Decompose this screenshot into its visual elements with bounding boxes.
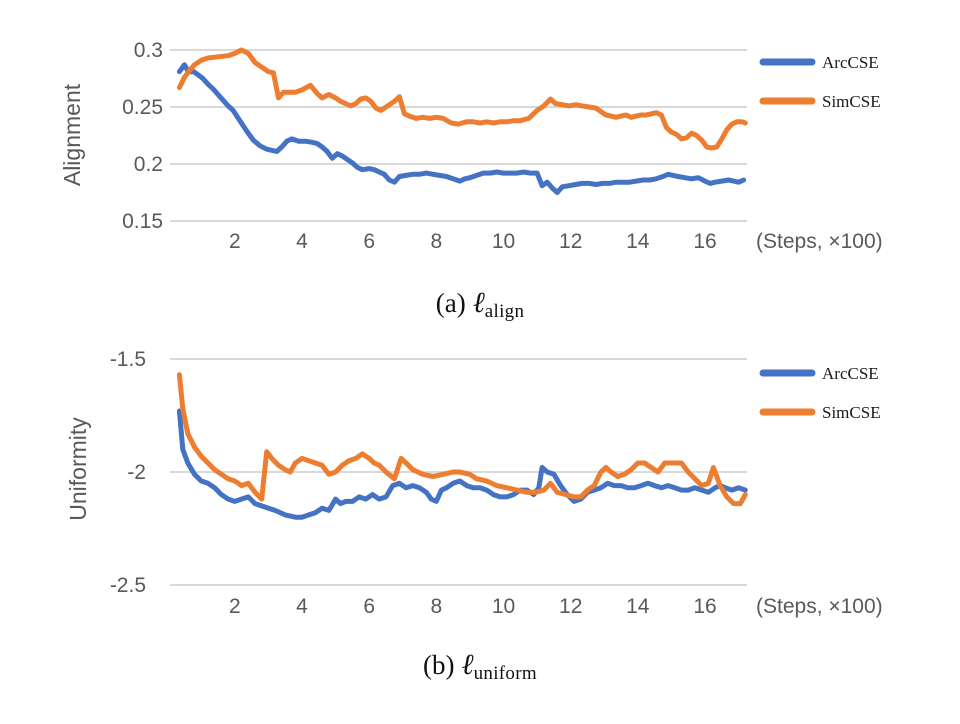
x-axis-title: (Steps, ×100)	[756, 595, 883, 618]
x-tick-label: 14	[626, 595, 650, 618]
x-tick-label: 8	[430, 595, 442, 618]
x-tick-label: 4	[296, 230, 308, 253]
legend-label-arccse: ArcCSE	[822, 53, 879, 72]
y-axis-title: Alignment	[59, 83, 85, 186]
legend-label-simcse: SimCSE	[822, 92, 881, 111]
y-tick-label: 0.2	[134, 153, 163, 176]
y-tick-label: 0.3	[134, 39, 163, 62]
caption-a-index: (a)	[435, 288, 466, 318]
x-tick-label: 14	[626, 230, 650, 253]
x-axis-title: (Steps, ×100)	[756, 230, 883, 253]
series-line-arccse	[176, 62, 747, 195]
y-tick-label: 0.25	[122, 96, 163, 119]
legend-label-simcse: SimCSE	[822, 403, 881, 422]
x-tick-label: 8	[430, 230, 442, 253]
x-tick-label: 6	[363, 595, 375, 618]
x-tick-label: 12	[559, 230, 582, 253]
x-tick-label: 4	[296, 595, 308, 618]
x-tick-label: 2	[229, 230, 241, 253]
legend-label-arccse: ArcCSE	[822, 364, 879, 383]
caption-a: (a) ℓalign	[0, 287, 960, 322]
x-tick-label: 10	[492, 230, 515, 253]
series-line-simcse	[176, 47, 748, 151]
x-tick-label: 16	[693, 595, 716, 618]
y-tick-label: 0.15	[122, 210, 163, 233]
x-tick-label: 10	[492, 595, 515, 618]
caption-b-symbol: ℓ	[461, 649, 474, 681]
caption-a-subscript: align	[484, 301, 525, 322]
x-tick-label: 16	[693, 230, 716, 253]
x-tick-label: 2	[229, 595, 241, 618]
caption-b-index: (b)	[423, 650, 455, 680]
caption-b: (b) ℓuniform	[0, 649, 960, 684]
y-tick-label: -2	[127, 461, 146, 484]
series-line-simcse	[176, 372, 748, 507]
series-line-arccse	[176, 408, 748, 520]
x-tick-label: 12	[559, 595, 582, 618]
y-axis-title: Uniformity	[65, 417, 91, 521]
y-tick-label: -1.5	[110, 348, 146, 371]
caption-b-subscript: uniform	[473, 663, 537, 684]
caption-a-loss-symbol: ℓ	[472, 287, 485, 319]
panel-align: 0.3 0.25 0.2 0.15 2 4 6 8 10 12 14 16 (Steps, ×100) A…	[59, 39, 883, 253]
y-tick-label: -2.5	[110, 574, 146, 597]
panel-uniform: -1.5 -2 -2.5 2 4 6 8 10 12 14 16 (Steps, ×100) Unifo…	[65, 348, 883, 618]
x-tick-label: 6	[363, 230, 375, 253]
